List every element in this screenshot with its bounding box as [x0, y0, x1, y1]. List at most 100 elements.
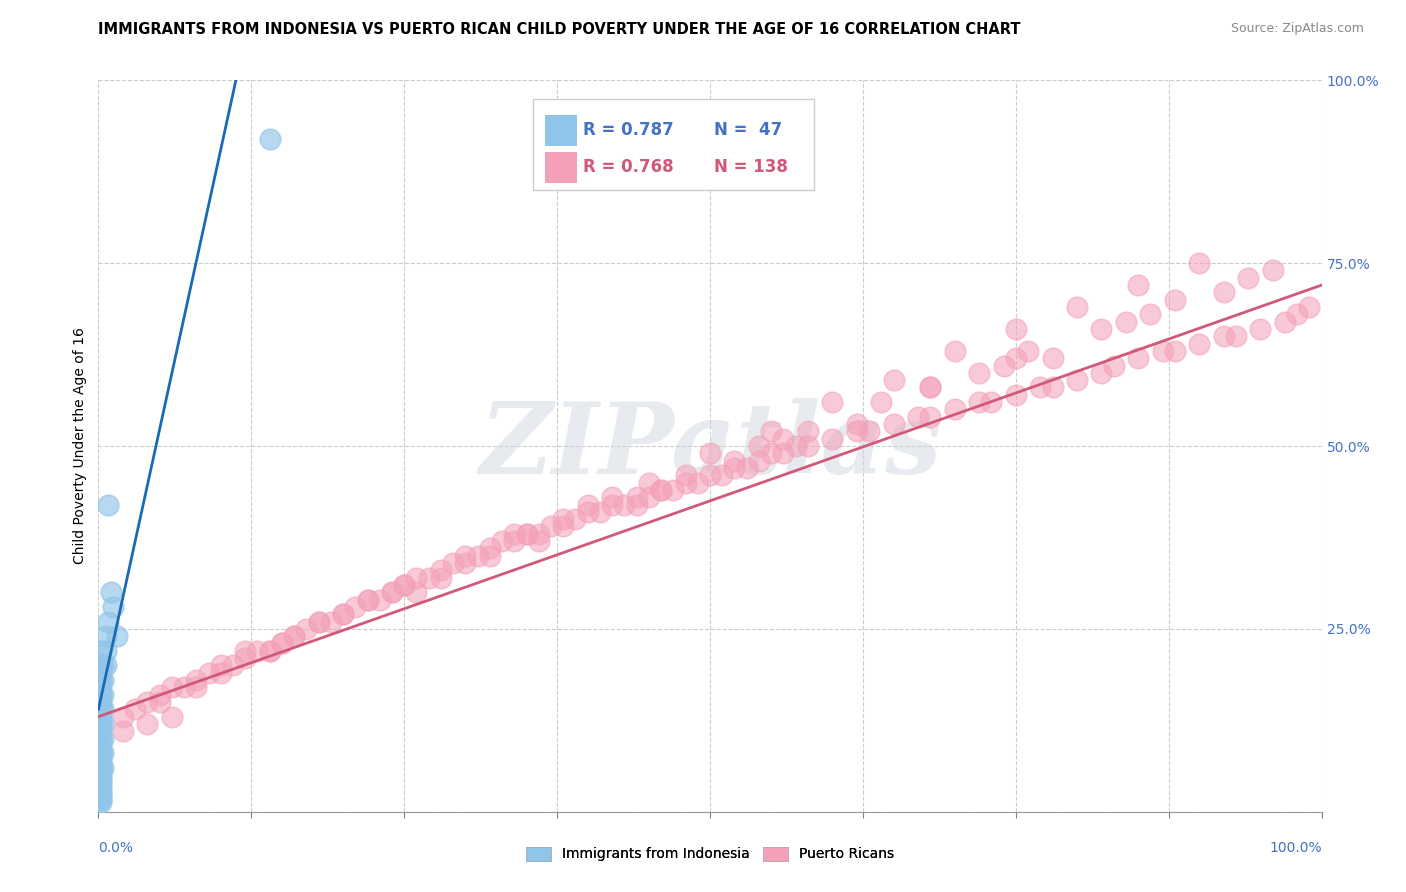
Point	[197, 665, 219, 680]
Point	[101, 599, 124, 614]
Point	[748, 439, 770, 453]
Point	[209, 665, 232, 680]
Point	[209, 658, 232, 673]
Point	[761, 425, 783, 439]
Point	[246, 644, 269, 658]
Point	[319, 615, 342, 629]
Legend: Immigrants from Indonesia, Puerto Ricans: Immigrants from Indonesia, Puerto Ricans	[520, 841, 900, 867]
Point	[1066, 373, 1088, 387]
Point	[91, 658, 114, 673]
Point	[344, 599, 367, 614]
Point	[136, 695, 159, 709]
Point	[90, 790, 112, 805]
Point	[136, 717, 159, 731]
Point	[920, 380, 942, 394]
Point	[392, 578, 416, 592]
Point	[1102, 359, 1125, 373]
Point	[1066, 300, 1088, 314]
Point	[761, 446, 783, 460]
Point	[90, 658, 112, 673]
Point	[723, 461, 745, 475]
Point	[1237, 270, 1260, 285]
Point	[90, 754, 112, 768]
Point	[1004, 351, 1026, 366]
Point	[90, 787, 112, 801]
Point	[491, 534, 513, 549]
Point	[90, 644, 112, 658]
Point	[1128, 278, 1150, 293]
Point	[233, 644, 256, 658]
Point	[650, 483, 672, 497]
Point	[675, 475, 697, 490]
Point	[1152, 343, 1174, 358]
Point	[883, 417, 905, 431]
Point	[233, 651, 256, 665]
Point	[637, 475, 661, 490]
Point	[478, 541, 501, 556]
Point	[91, 688, 114, 702]
Text: N =  47: N = 47	[714, 121, 782, 139]
Point	[527, 526, 550, 541]
Text: 0.0%: 0.0%	[98, 841, 134, 855]
Point	[91, 761, 114, 775]
Point	[772, 432, 794, 446]
Point	[699, 468, 721, 483]
Point	[600, 498, 623, 512]
Point	[1004, 388, 1026, 402]
Point	[124, 702, 146, 716]
Point	[149, 688, 172, 702]
Point	[94, 658, 117, 673]
Point	[270, 636, 294, 650]
Point	[90, 724, 112, 739]
Point	[797, 425, 820, 439]
Point	[1139, 307, 1161, 321]
Point	[97, 498, 120, 512]
Point	[626, 498, 648, 512]
Point	[94, 644, 117, 658]
Point	[1115, 315, 1137, 329]
Point	[686, 475, 709, 490]
Point	[907, 409, 929, 424]
Point	[943, 402, 966, 417]
Point	[1225, 329, 1247, 343]
Point	[503, 534, 526, 549]
Point	[858, 425, 880, 439]
Point	[870, 395, 893, 409]
Text: Source: ZipAtlas.com: Source: ZipAtlas.com	[1230, 22, 1364, 36]
Point	[90, 665, 112, 680]
Point	[845, 417, 868, 431]
Point	[772, 446, 794, 460]
Point	[441, 556, 464, 570]
Point	[785, 439, 807, 453]
Y-axis label: Child Poverty Under the Age of 16: Child Poverty Under the Age of 16	[73, 327, 87, 565]
Point	[430, 563, 453, 577]
Point	[381, 585, 404, 599]
Point	[650, 483, 672, 497]
Point	[149, 695, 172, 709]
Point	[1042, 351, 1064, 366]
Point	[662, 483, 685, 497]
Point	[283, 629, 305, 643]
Point	[613, 498, 636, 512]
Point	[90, 779, 112, 793]
Point	[90, 673, 112, 687]
Point	[259, 132, 281, 146]
Point	[186, 681, 208, 695]
Point	[90, 782, 112, 797]
Point	[392, 578, 416, 592]
Point	[1261, 263, 1284, 277]
Point	[515, 526, 537, 541]
Point	[160, 681, 183, 695]
Point	[418, 571, 440, 585]
Point	[600, 490, 623, 504]
Point	[943, 343, 966, 358]
Point	[527, 534, 550, 549]
Point	[454, 556, 477, 570]
Point	[1188, 256, 1211, 270]
Text: R = 0.787: R = 0.787	[583, 121, 673, 139]
Point	[699, 446, 721, 460]
Point	[90, 772, 112, 786]
Point	[270, 636, 294, 650]
FancyBboxPatch shape	[546, 152, 576, 183]
Point	[454, 549, 477, 563]
